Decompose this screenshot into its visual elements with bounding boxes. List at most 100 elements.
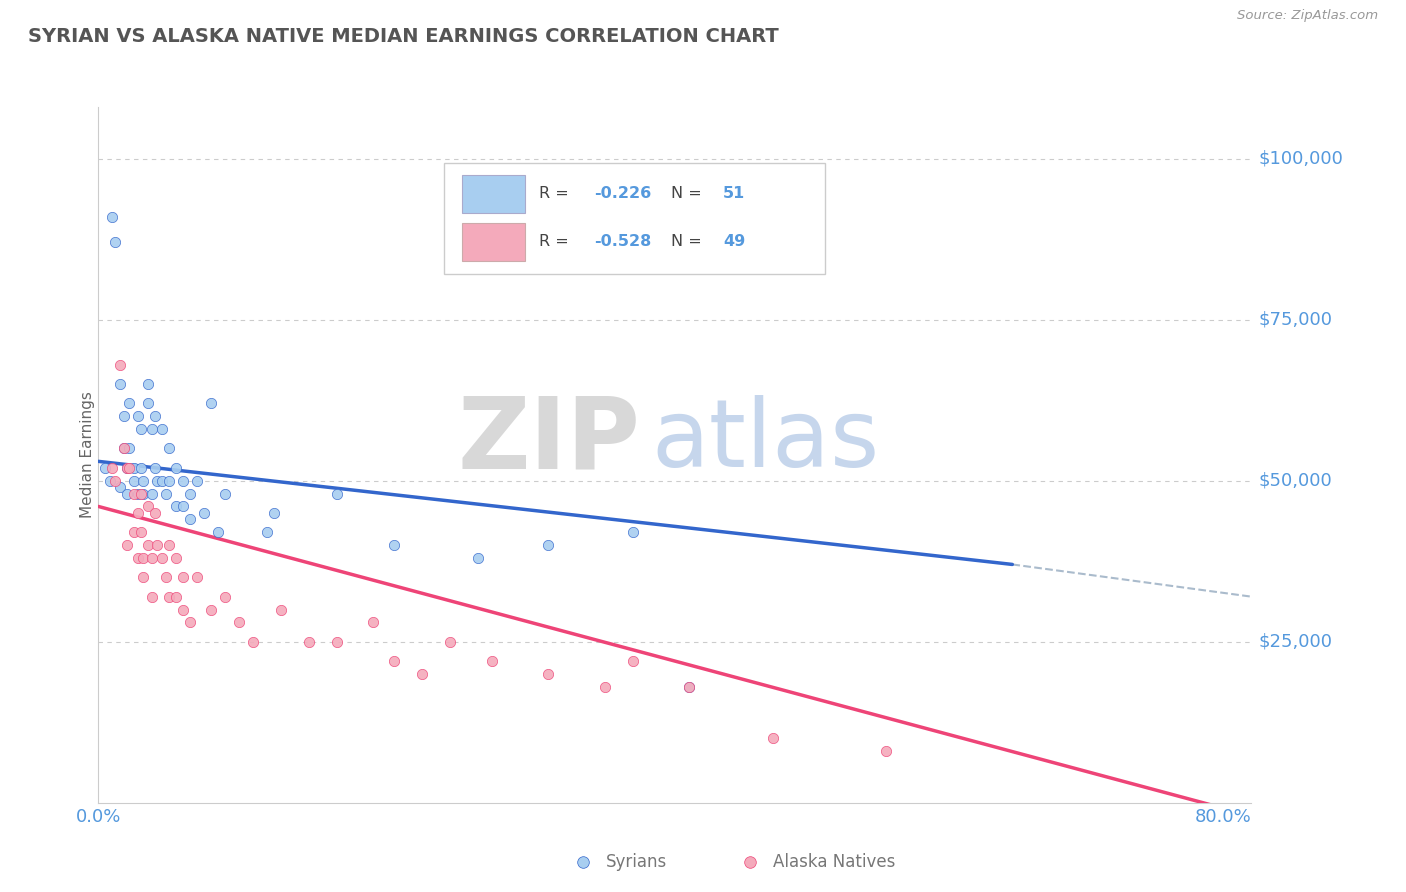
Point — [214, 590, 236, 604]
Point — [207, 525, 229, 540]
Point — [104, 235, 127, 250]
Point — [882, 796, 904, 810]
Point — [382, 538, 405, 552]
Point — [122, 460, 145, 475]
Point — [115, 486, 138, 500]
Point — [132, 486, 155, 500]
Point — [136, 396, 159, 410]
Point — [129, 525, 152, 540]
Text: Source: ZipAtlas.com: Source: ZipAtlas.com — [1237, 9, 1378, 22]
Point — [98, 474, 121, 488]
Point — [104, 474, 127, 488]
Point — [141, 422, 163, 436]
Point — [150, 474, 173, 488]
Point — [136, 538, 159, 552]
Point — [115, 460, 138, 475]
Point — [132, 551, 155, 566]
Point — [155, 570, 177, 584]
Point — [186, 474, 208, 488]
Text: N =: N = — [672, 235, 707, 249]
Point — [108, 358, 131, 372]
Point — [155, 486, 177, 500]
Point — [122, 486, 145, 500]
Point — [172, 570, 194, 584]
Point — [179, 512, 201, 526]
Text: $50,000: $50,000 — [1258, 472, 1331, 490]
Text: R =: R = — [538, 235, 574, 249]
Text: $25,000: $25,000 — [1258, 632, 1333, 651]
Point — [228, 615, 250, 630]
Point — [118, 460, 141, 475]
Point — [172, 602, 194, 616]
Point — [101, 460, 124, 475]
Point — [263, 506, 285, 520]
Point — [141, 486, 163, 500]
Point — [537, 538, 560, 552]
Point — [172, 500, 194, 514]
Point — [150, 422, 173, 436]
Text: -0.226: -0.226 — [595, 186, 651, 202]
Text: $100,000: $100,000 — [1258, 150, 1343, 168]
Text: 49: 49 — [723, 235, 745, 249]
Point — [165, 460, 187, 475]
Point — [94, 460, 117, 475]
Point — [112, 442, 135, 456]
Point — [129, 486, 152, 500]
Point — [193, 506, 215, 520]
Text: SYRIAN VS ALASKA NATIVE MEDIAN EARNINGS CORRELATION CHART: SYRIAN VS ALASKA NATIVE MEDIAN EARNINGS … — [28, 27, 779, 45]
Point — [122, 525, 145, 540]
Point — [115, 538, 138, 552]
Text: ZIP: ZIP — [457, 392, 640, 490]
Point — [186, 570, 208, 584]
Point — [165, 500, 187, 514]
Point — [112, 442, 135, 456]
Point — [256, 525, 278, 540]
Point — [467, 551, 489, 566]
Point — [875, 744, 897, 758]
Point — [136, 377, 159, 392]
Point — [361, 615, 384, 630]
Point — [129, 422, 152, 436]
FancyBboxPatch shape — [461, 222, 524, 260]
Text: 51: 51 — [723, 186, 745, 202]
Point — [537, 667, 560, 681]
Text: atlas: atlas — [652, 395, 880, 487]
Point — [621, 654, 644, 668]
Point — [118, 396, 141, 410]
Point — [382, 654, 405, 668]
Point — [141, 551, 163, 566]
Y-axis label: Median Earnings: Median Earnings — [80, 392, 94, 518]
Point — [214, 486, 236, 500]
Point — [326, 486, 349, 500]
Point — [132, 570, 155, 584]
Point — [122, 474, 145, 488]
Point — [179, 486, 201, 500]
Point — [439, 634, 461, 648]
Point — [165, 551, 187, 566]
Point — [127, 551, 149, 566]
Point — [157, 474, 180, 488]
Text: Syrians: Syrians — [606, 853, 666, 871]
Point — [593, 680, 616, 694]
Point — [242, 634, 264, 648]
Point — [179, 615, 201, 630]
Point — [129, 460, 152, 475]
Point — [143, 409, 166, 424]
Point — [411, 667, 433, 681]
Point — [101, 210, 124, 224]
Point — [678, 680, 700, 694]
FancyBboxPatch shape — [444, 162, 825, 274]
Text: -0.528: -0.528 — [595, 235, 651, 249]
Point — [143, 460, 166, 475]
Point — [146, 474, 169, 488]
Point — [200, 396, 222, 410]
Point — [127, 506, 149, 520]
Point — [200, 602, 222, 616]
Point — [132, 474, 155, 488]
Point — [108, 480, 131, 494]
Text: N =: N = — [672, 186, 707, 202]
Point — [143, 506, 166, 520]
Point — [141, 590, 163, 604]
Point — [678, 680, 700, 694]
Point — [157, 538, 180, 552]
